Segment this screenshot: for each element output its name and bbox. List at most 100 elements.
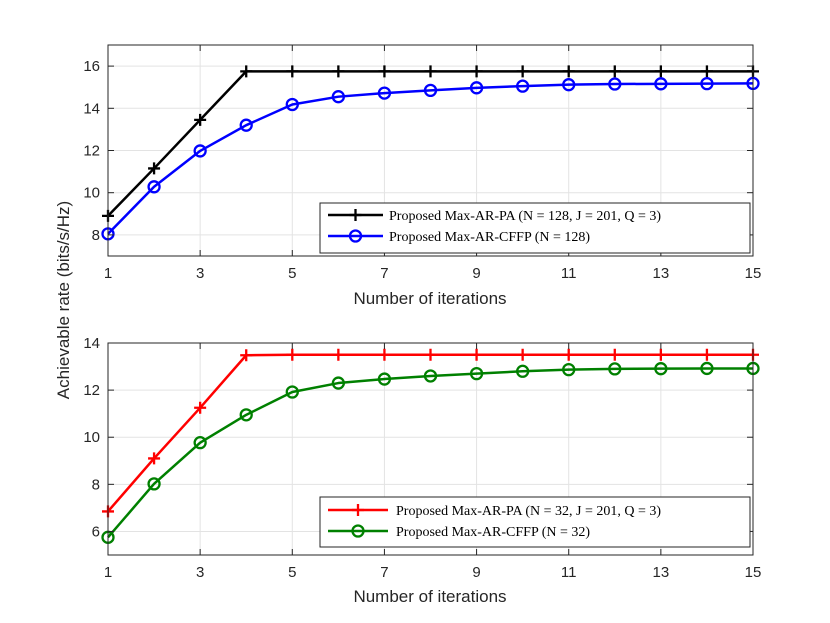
top-x-tick-label: 5 xyxy=(288,265,296,282)
top-data-point-pa xyxy=(424,65,437,78)
bottom-legend-label-pa: Proposed Max-AR-PA (N = 32, J = 201, Q =… xyxy=(396,504,661,519)
bottom-y-tick-label: 12 xyxy=(83,382,100,399)
bottom-data-point-cffp xyxy=(562,362,576,377)
top-legend-plus-marker xyxy=(349,209,362,221)
bottom-data-point-pa xyxy=(378,348,391,361)
top-data-point-cffp xyxy=(147,180,161,194)
bottom-legend-label-cffp: Proposed Max-AR-CFFP (N = 32) xyxy=(396,525,590,540)
bottom-data-point-pa xyxy=(700,348,713,361)
top-data-point-cffp xyxy=(377,86,392,100)
top-y-tick-label: 16 xyxy=(83,58,100,75)
top-data-point-cffp xyxy=(469,81,484,95)
bottom-data-point-pa xyxy=(516,348,529,361)
top-series-line-cffp xyxy=(107,82,754,235)
bottom-x-tick-label: 1 xyxy=(104,564,112,581)
bottom-data-point-cffp xyxy=(285,385,299,399)
top-data-point-cffp xyxy=(700,76,714,91)
top-data-point-cffp xyxy=(515,79,530,93)
bottom-y-tick-label: 8 xyxy=(92,476,100,493)
top-x-tick-label: 9 xyxy=(472,265,480,282)
top-y-tick-label: 8 xyxy=(92,227,100,244)
bottom-y-tick-label: 6 xyxy=(92,523,100,540)
bottom-data-point-pa xyxy=(424,348,437,361)
top-data-point-pa xyxy=(148,162,161,175)
bottom-x-axis-label: Number of iterations xyxy=(353,587,506,606)
top-data-point-pa xyxy=(240,65,253,78)
bottom-data-point-cffp xyxy=(700,361,714,376)
top-data-point-pa xyxy=(654,65,667,78)
top-legend-label-cffp: Proposed Max-AR-CFFP (N = 128) xyxy=(389,230,590,245)
bottom-x-tick-label: 9 xyxy=(472,564,480,581)
top-data-point-pa xyxy=(378,65,391,78)
top-data-point-cffp xyxy=(423,83,438,98)
bottom-data-point-cffp xyxy=(377,372,392,386)
top-y-tick-label: 12 xyxy=(83,143,100,160)
top-data-point-pa xyxy=(332,65,345,78)
bottom-series-line-cffp xyxy=(107,367,753,539)
top-data-point-cffp xyxy=(285,97,299,112)
top-legend-label-pa: Proposed Max-AR-PA (N = 128, J = 201, Q … xyxy=(389,209,661,224)
top-data-point-pa xyxy=(608,65,621,78)
top-y-tick-label: 10 xyxy=(83,185,100,202)
top-x-tick-label: 11 xyxy=(561,265,577,282)
top-data-point-pa xyxy=(194,113,207,126)
top-legend-entry-pa: Proposed Max-AR-PA (N = 128, J = 201, Q … xyxy=(328,209,661,224)
bottom-data-point-cffp xyxy=(654,362,668,376)
bottom-data-point-cffp xyxy=(331,376,346,390)
bottom-y-tick-label: 10 xyxy=(83,429,100,446)
bottom-x-tick-label: 7 xyxy=(380,564,388,581)
bottom-axes-frame xyxy=(107,342,754,556)
top-x-axis-label: Number of iterations xyxy=(353,289,506,308)
bottom-data-point-pa xyxy=(562,348,575,361)
bottom-data-point-pa xyxy=(194,401,207,414)
top-data-point-pa xyxy=(516,65,529,78)
bottom-legend-entry-pa: Proposed Max-AR-PA (N = 32, J = 201, Q =… xyxy=(328,504,661,519)
top-legend-box xyxy=(319,202,751,254)
top-data-point-cffp xyxy=(239,118,253,132)
top-x-tick-label: 3 xyxy=(196,265,204,282)
bottom-data-point-pa xyxy=(148,452,161,465)
bottom-data-point-pa xyxy=(240,349,253,362)
bottom-x-tick-label: 5 xyxy=(288,564,296,581)
bottom-legend-circle-marker xyxy=(351,524,365,538)
top-data-point-cffp xyxy=(654,77,668,91)
bottom-data-point-cffp xyxy=(239,408,253,422)
bottom-legend-plus-marker xyxy=(352,504,364,516)
bottom-data-point-cffp xyxy=(147,477,161,491)
top-legend: Proposed Max-AR-PA (N = 128, J = 201, Q … xyxy=(319,202,751,254)
shared-y-axis-label: Achievable rate (bits/s/Hz) xyxy=(54,201,73,399)
top-data-point-cffp xyxy=(193,144,207,158)
bottom-x-tick-label: 11 xyxy=(561,564,577,581)
bottom-legend-entry-cffp: Proposed Max-AR-CFFP (N = 32) xyxy=(328,524,590,540)
bottom-legend-box xyxy=(319,496,751,548)
top-data-point-pa xyxy=(562,65,575,78)
top-x-tick-label: 13 xyxy=(653,265,670,282)
top-data-point-cffp xyxy=(562,78,576,92)
bottom-data-point-cffp xyxy=(515,364,530,378)
bottom-data-point-pa xyxy=(470,348,483,361)
bottom-x-tick-label: 15 xyxy=(745,564,762,581)
top-data-point-pa xyxy=(470,65,483,78)
top-x-tick-label: 15 xyxy=(745,265,762,282)
bottom-legend: Proposed Max-AR-PA (N = 32, J = 201, Q =… xyxy=(319,496,751,548)
bottom-data-point-pa xyxy=(608,348,621,361)
top-x-tick-label: 7 xyxy=(380,265,388,282)
top-y-tick-label: 14 xyxy=(83,100,100,117)
bottom-data-point-cffp xyxy=(423,369,438,383)
bottom-y-tick-label: 14 xyxy=(83,335,100,352)
top-data-point-pa xyxy=(700,65,713,78)
top-x-tick-label: 1 xyxy=(104,265,112,282)
bottom-data-point-pa xyxy=(332,348,345,361)
top-series-layer xyxy=(101,65,760,241)
top-data-point-cffp xyxy=(608,77,622,91)
bottom-data-point-cffp xyxy=(608,362,622,376)
top-legend-circle-marker xyxy=(348,229,363,243)
top-legend-entry-cffp: Proposed Max-AR-CFFP (N = 128) xyxy=(328,229,590,245)
bottom-data-point-pa xyxy=(286,348,299,361)
bottom-series-layer xyxy=(101,348,760,544)
bottom-data-point-cffp xyxy=(469,366,484,381)
